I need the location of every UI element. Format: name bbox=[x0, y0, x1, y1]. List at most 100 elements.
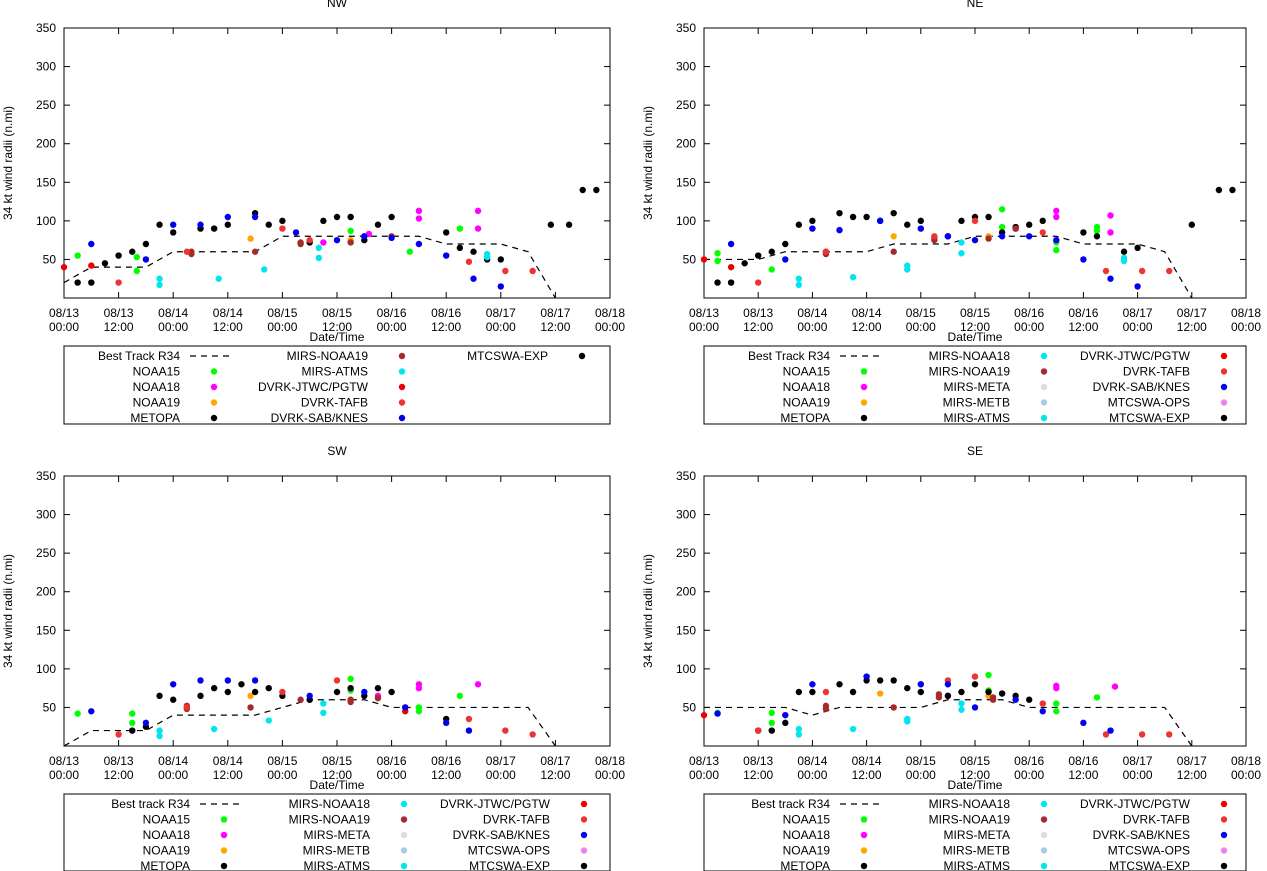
legend-label: MIRS-NOAA18 bbox=[929, 797, 1011, 811]
legend-entry: METOPA bbox=[780, 411, 868, 425]
data-point bbox=[347, 227, 354, 235]
data-point bbox=[224, 688, 231, 696]
x-tick-time: 00:00 bbox=[689, 768, 719, 782]
data-point bbox=[183, 704, 191, 711]
data-point bbox=[890, 209, 897, 217]
x-tick-date: 08/18 bbox=[1231, 306, 1261, 320]
x-tick-date: 08/15 bbox=[906, 306, 936, 320]
panel-title: NW bbox=[327, 0, 348, 10]
legend-entry: MTCSWA-EXP bbox=[1109, 411, 1228, 425]
x-tick-date: 08/14 bbox=[158, 754, 188, 768]
data-point bbox=[465, 715, 473, 723]
legend-entry: MIRS-ATMS bbox=[944, 411, 1048, 425]
data-point bbox=[985, 671, 992, 679]
data-point bbox=[727, 240, 735, 248]
legend-entry: MTCSWA-OPS bbox=[1108, 844, 1228, 858]
data-point bbox=[958, 688, 965, 696]
legend-label: DVRK-JTWC/PGTW bbox=[440, 797, 551, 811]
x-axis-label: Date/Time bbox=[310, 778, 365, 792]
data-point bbox=[251, 677, 259, 684]
legend-label: MIRS-ATMS bbox=[304, 859, 370, 871]
data-point bbox=[768, 727, 775, 734]
legend-label: DVRK-TAFB bbox=[301, 396, 368, 410]
data-point bbox=[958, 250, 965, 257]
data-point bbox=[465, 258, 473, 265]
data-point bbox=[1080, 719, 1087, 727]
legend-entry: NOAA18 bbox=[783, 828, 868, 842]
legend-swatch-dot bbox=[400, 862, 408, 870]
data-point bbox=[1012, 696, 1019, 703]
legend-entry: MIRS-NOAA19 bbox=[929, 365, 1048, 379]
data-point bbox=[1053, 213, 1060, 221]
data-point bbox=[142, 240, 150, 248]
y-axis-label: 34 kt wind radii (n.mi) bbox=[641, 106, 655, 220]
data-point bbox=[529, 731, 536, 738]
data-point bbox=[133, 253, 140, 261]
x-tick-time: 00:00 bbox=[49, 768, 79, 782]
data-point bbox=[822, 705, 830, 713]
data-point bbox=[347, 675, 354, 683]
data-point bbox=[809, 225, 816, 232]
data-point bbox=[320, 700, 327, 707]
data-point bbox=[247, 692, 254, 700]
data-point bbox=[958, 706, 965, 713]
data-point bbox=[795, 275, 803, 282]
x-axis-label: Date/Time bbox=[948, 778, 1003, 792]
x-tick-date: 08/14 bbox=[797, 306, 827, 320]
data-point bbox=[1107, 212, 1114, 219]
x-tick-date: 08/13 bbox=[689, 754, 719, 768]
y-tick-label: 250 bbox=[676, 546, 696, 560]
series-mirs-noaa19 bbox=[822, 691, 997, 713]
data-point bbox=[935, 694, 943, 701]
data-point bbox=[917, 681, 924, 688]
legend-entry: NOAA15 bbox=[133, 365, 218, 379]
x-tick-date: 08/17 bbox=[1123, 306, 1153, 320]
data-point bbox=[265, 684, 272, 692]
data-point bbox=[215, 275, 222, 282]
data-point bbox=[755, 727, 762, 734]
data-point bbox=[958, 217, 965, 225]
x-tick-date: 08/15 bbox=[960, 754, 990, 768]
data-point bbox=[306, 692, 313, 700]
data-point bbox=[88, 708, 95, 715]
legend-label: NOAA15 bbox=[133, 365, 181, 379]
y-tick-label: 200 bbox=[676, 585, 696, 599]
x-tick-date: 08/15 bbox=[267, 754, 297, 768]
legend-entry: MIRS-ATMS bbox=[302, 365, 406, 379]
legend-swatch-dot bbox=[1040, 862, 1048, 870]
x-tick-time: 00:00 bbox=[689, 320, 719, 334]
data-point bbox=[210, 225, 218, 232]
data-point bbox=[863, 213, 870, 221]
x-tick-date: 08/14 bbox=[797, 754, 827, 768]
legend-label: METOPA bbox=[780, 411, 830, 425]
data-point bbox=[156, 732, 163, 740]
y-tick-label: 350 bbox=[676, 21, 696, 35]
series-noaa18 bbox=[944, 682, 1119, 700]
panel-title: SW bbox=[327, 444, 347, 458]
x-tick-time: 00:00 bbox=[906, 768, 936, 782]
legend-entry: MTCSWA-EXP bbox=[1109, 859, 1228, 871]
legend-label: NOAA18 bbox=[133, 380, 181, 394]
data-point bbox=[465, 727, 473, 734]
legend-label: MIRS-META bbox=[304, 828, 370, 842]
data-point bbox=[931, 233, 938, 240]
data-point bbox=[1120, 257, 1128, 265]
legend-swatch-dot bbox=[220, 847, 228, 854]
data-point bbox=[1188, 221, 1196, 228]
legend-swatch-dot bbox=[1040, 800, 1048, 808]
x-tick-time: 00:00 bbox=[1231, 768, 1261, 782]
data-point bbox=[129, 710, 136, 717]
data-point bbox=[388, 213, 395, 221]
x-tick-time: 00:00 bbox=[1014, 320, 1044, 334]
legend-label: DVRK-JTWC/PGTW bbox=[258, 380, 369, 394]
x-tick-date: 08/18 bbox=[595, 306, 625, 320]
data-point bbox=[944, 692, 952, 700]
legend-label: MIRS-NOAA19 bbox=[929, 813, 1011, 827]
x-tick-time: 12:00 bbox=[431, 320, 461, 334]
x-tick-time: 00:00 bbox=[797, 768, 827, 782]
data-point bbox=[944, 233, 952, 240]
x-tick-time: 12:00 bbox=[960, 320, 990, 334]
series-noaa18 bbox=[320, 207, 482, 246]
data-point bbox=[849, 725, 857, 733]
